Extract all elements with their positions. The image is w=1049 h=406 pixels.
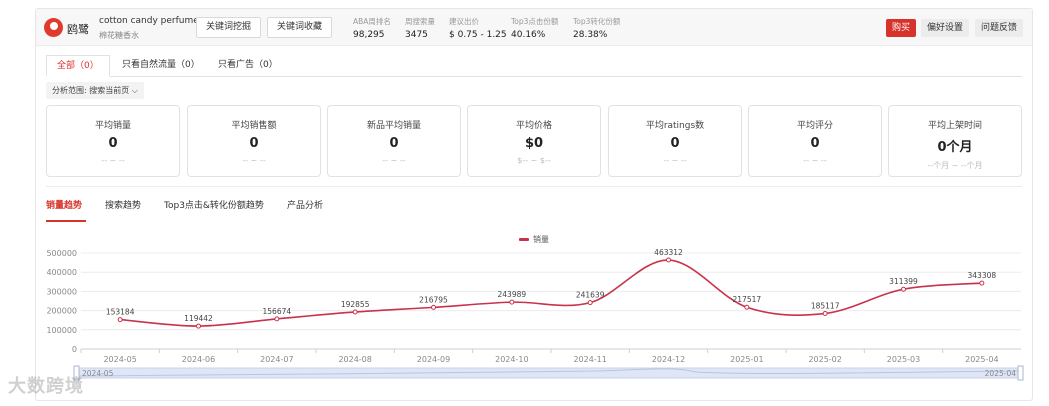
card-avg-price: 平均价格 $0 $-- ~ $--: [467, 105, 601, 177]
header-bar: 鸥鹭 cotton candy perfume 棉花糖香水 关键词挖掘 关键词收…: [36, 9, 1032, 46]
tab-organic-only[interactable]: 只看自然流量（0）: [122, 60, 200, 70]
tab-ads-only[interactable]: 只看广告（0）: [218, 60, 278, 70]
section-divider: [46, 186, 1022, 187]
buy-button[interactable]: 购买: [886, 19, 917, 37]
y-tick-label: 400000: [46, 268, 77, 277]
tab-product-analysis[interactable]: 产品分析: [287, 201, 324, 211]
card-new-avg-sales: 新品平均销量 0 -- ~ --: [327, 105, 461, 177]
active-tab-indicator: [46, 220, 86, 222]
data-label: 311399: [889, 277, 918, 286]
x-tick-label: 2024-07: [260, 355, 293, 364]
data-point: [509, 299, 515, 305]
y-tick-label: 500000: [46, 249, 77, 258]
watermark: 大数跨境: [8, 376, 84, 397]
data-label: 463312: [654, 248, 683, 257]
zoom-slider-handle-left: [73, 365, 80, 381]
card-avg-revenue: 平均销售额 0 -- ~ --: [187, 105, 321, 177]
data-point: [587, 300, 593, 306]
stat-top3-click-share: Top3点击份额 40.16%: [511, 17, 559, 40]
preferences-button[interactable]: 偏好设置: [921, 19, 970, 37]
x-tick-label: 2024-11: [573, 355, 606, 364]
stat-weekly-search: 周搜索量 3475: [405, 17, 435, 40]
x-tick-label: 2025-02: [808, 355, 841, 364]
data-point: [666, 257, 671, 263]
x-tick-label: 2025-04: [965, 355, 998, 364]
scope-label: 分析范围:: [52, 86, 87, 95]
y-tick-label: 300000: [46, 287, 77, 296]
data-point: [822, 310, 828, 316]
data-point: [744, 304, 750, 310]
stat-aba-rank: ABA周排名 98,295: [353, 17, 391, 40]
keyword-translation: 棉花糖香水: [99, 31, 139, 40]
legend-label: 销量: [533, 234, 549, 244]
x-tick-label: 2024-08: [338, 355, 371, 364]
data-point: [901, 286, 906, 292]
data-label: 156674: [263, 307, 292, 316]
x-tick-label: 2025-01: [730, 355, 763, 364]
feedback-button[interactable]: 问题反馈: [975, 19, 1024, 37]
zoom-slider-handle-right: [1017, 365, 1024, 381]
tab-top3-share-trend[interactable]: Top3点击&转化份额趋势: [164, 201, 264, 211]
zoom-slider-preview: [75, 368, 1022, 377]
sales-trend-chart: 500000 400000 300000 200000 100000 0 2024-05 20…: [46, 234, 1024, 381]
legend-swatch: [519, 238, 529, 241]
brand-logo-icon: [44, 18, 63, 37]
stat-top3-conversion-share: Top3转化份额 28.38%: [573, 17, 621, 40]
data-label: 243989: [498, 290, 527, 299]
y-tick-label: 100000: [46, 326, 77, 335]
x-tick-label: 2025-03: [887, 355, 920, 364]
data-point: [117, 317, 123, 323]
data-label: 241639: [576, 291, 605, 300]
x-tick-label: 2024-12: [652, 355, 685, 364]
data-label: 216795: [419, 295, 448, 304]
series-line-sales: [120, 259, 982, 327]
data-label: 153184: [106, 308, 135, 317]
x-tick-label: 2024-05: [103, 355, 136, 364]
keyword-analysis-panel: 鸥鹭 cotton candy perfume 棉花糖香水 关键词挖掘 关键词收…: [35, 8, 1033, 401]
chevron-down-icon: ⌵: [131, 86, 138, 95]
data-point: [196, 323, 201, 329]
tab-search-trend[interactable]: 搜索趋势: [105, 201, 142, 211]
y-tick-label: 0: [72, 345, 77, 354]
card-avg-rating-score: 平均评分 0 -- ~ --: [748, 105, 882, 177]
brand-name: 鸥鹭: [67, 23, 89, 36]
keyword-text: cotton candy perfume: [99, 16, 199, 26]
data-label: 192855: [341, 300, 370, 309]
card-avg-listing-age: 平均上架时间 0个月 --个月 ~ --个月: [888, 105, 1022, 177]
data-label: 217517: [733, 295, 762, 304]
data-point: [431, 304, 436, 310]
data-label: 185117: [811, 301, 840, 310]
zoom-start-label: 2024-05: [82, 369, 114, 378]
tab-all[interactable]: 全部（0）: [46, 55, 110, 77]
card-avg-sales: 平均销量 0 -- ~ --: [46, 105, 180, 177]
tab-sales-trend[interactable]: 销量趋势: [46, 201, 83, 211]
x-tick-label: 2024-06: [182, 355, 215, 364]
card-avg-ratings: 平均ratings数 0 -- ~ --: [608, 105, 742, 177]
y-tick-label: 200000: [46, 307, 77, 316]
x-tick-label: 2024-09: [417, 355, 450, 364]
data-point: [979, 280, 985, 286]
data-label: 343308: [968, 271, 997, 280]
data-point: [274, 316, 280, 322]
scope-value: 搜索当前页: [89, 86, 130, 95]
zoom-end-label: 2025-04: [985, 369, 1017, 378]
keyword-favorite-button[interactable]: 关键词收藏: [267, 17, 333, 38]
stat-suggested-bid: 建议出价 $ 0.75 - 1.25: [449, 17, 507, 40]
data-label: 119442: [184, 314, 213, 323]
keyword-mining-button[interactable]: 关键词挖掘: [196, 17, 262, 38]
data-point: [352, 309, 358, 315]
filter-tabs-baseline: [46, 76, 1022, 77]
x-tick-label: 2024-10: [495, 355, 528, 364]
analysis-scope-dropdown[interactable]: 分析范围: 搜索当前页 ⌵: [46, 82, 144, 99]
